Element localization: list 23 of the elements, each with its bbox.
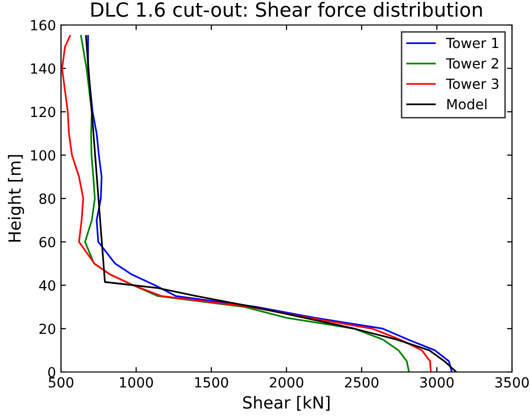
y-tick-label: 40 bbox=[39, 280, 56, 291]
y-tick-label: 80 bbox=[39, 193, 56, 204]
x-tick-label: 1000 bbox=[120, 377, 153, 388]
chart-title: DLC 1.6 cut-out: Shear force distribution bbox=[91, 2, 482, 17]
x-tick-label: 1500 bbox=[195, 377, 228, 388]
y-tick-label: 160 bbox=[31, 20, 56, 30]
y-axis-title: Height [m] bbox=[8, 155, 24, 242]
legend-label: Tower 2 bbox=[446, 58, 498, 69]
x-tick-label: 3500 bbox=[495, 377, 529, 388]
x-axis-title: Shear [kN] bbox=[243, 396, 330, 411]
legend-label: Tower 1 bbox=[446, 38, 498, 48]
y-tick-label: 0 bbox=[48, 366, 56, 378]
y-tick-label: 120 bbox=[31, 106, 56, 118]
x-tick-label: 3000 bbox=[420, 377, 454, 388]
x-tick-label: 500 bbox=[48, 377, 74, 388]
y-tick-label: 140 bbox=[31, 63, 56, 74]
y-tick-label: 100 bbox=[31, 150, 56, 161]
x-tick-label: 2500 bbox=[345, 377, 378, 388]
x-tick-label: 2000 bbox=[270, 377, 304, 388]
legend-label: Tower 3 bbox=[446, 78, 498, 90]
y-tick-label: 60 bbox=[39, 236, 56, 248]
y-tick-label: 20 bbox=[39, 324, 56, 334]
legend-label: Model bbox=[447, 98, 486, 110]
